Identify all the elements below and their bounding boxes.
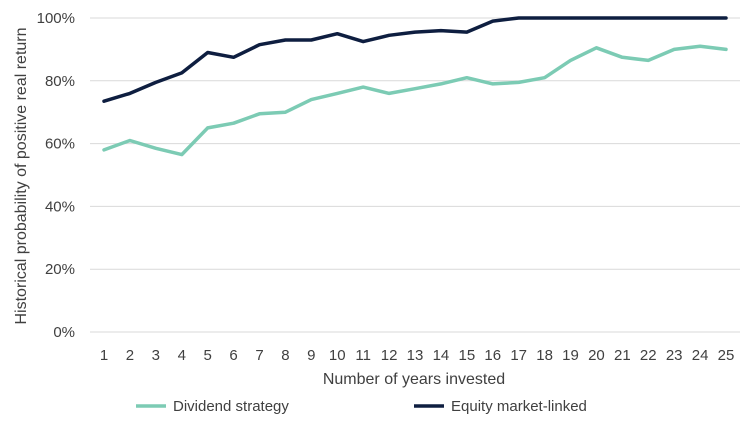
data-point (154, 81, 158, 84)
data-point (465, 30, 469, 34)
data-point (517, 16, 520, 20)
x-tick-label: 18 (536, 347, 553, 364)
data-point (284, 111, 287, 114)
x-tick-label: 21 (614, 347, 631, 364)
data-point (361, 40, 365, 43)
y-axis-label: Historical probability of positive real … (13, 27, 30, 324)
x-tick-label: 11 (355, 347, 371, 364)
series-lines (102, 16, 728, 157)
data-point (128, 139, 132, 142)
x-tick-label: 22 (640, 347, 657, 364)
data-point (543, 76, 546, 79)
legend: Dividend strategy Equity market-linked (136, 398, 587, 415)
data-point (413, 87, 417, 90)
data-point (180, 153, 183, 156)
data-point (569, 16, 572, 20)
y-tick-label: 0% (53, 324, 75, 341)
y-tick-label: 40% (45, 198, 75, 215)
data-point (206, 126, 209, 130)
data-point (232, 121, 235, 125)
data-point (698, 16, 702, 20)
x-tick-label: 19 (562, 347, 579, 364)
data-point (154, 147, 158, 150)
x-tick-label: 3 (152, 347, 160, 364)
x-tick-label: 24 (692, 347, 709, 364)
x-tick-label: 13 (407, 347, 424, 364)
data-point (724, 48, 728, 51)
data-point (595, 16, 598, 20)
series-0 (102, 44, 728, 157)
data-point (698, 45, 702, 48)
data-point (102, 100, 106, 103)
data-point (387, 34, 391, 37)
y-tick-label: 100% (37, 10, 75, 27)
data-point (310, 98, 313, 101)
data-point (569, 59, 572, 62)
x-tick-label: 1 (100, 347, 108, 364)
data-point (336, 92, 339, 95)
x-axis-label: Number of years invested (323, 371, 505, 388)
gridlines (90, 17, 740, 333)
data-point (102, 148, 106, 152)
data-point (439, 82, 443, 86)
x-tick-label: 20 (588, 347, 605, 364)
x-tick-label: 5 (203, 347, 211, 364)
data-point (647, 59, 650, 62)
x-tick-label: 16 (484, 347, 501, 364)
legend-item: Equity market-linked (414, 398, 587, 415)
data-point (336, 32, 339, 35)
x-axis-ticks: 1 2 3 4 5 6 7 8 9 10 11 12 13 14 15 16 17 18 19 20 21 22 23 24 2… (100, 347, 735, 364)
y-tick-label: 20% (45, 261, 75, 278)
x-tick-label: 25 (718, 347, 735, 364)
x-tick-label: 14 (433, 347, 450, 364)
data-point (413, 30, 417, 34)
y-tick-label: 80% (45, 73, 75, 90)
x-tick-label: 15 (458, 347, 475, 364)
x-tick-label: 12 (381, 347, 398, 364)
x-tick-label: 7 (255, 347, 263, 364)
x-tick-label: 8 (281, 347, 289, 364)
x-tick-label: 6 (229, 347, 237, 364)
x-tick-label: 17 (510, 347, 527, 364)
x-tick-label: 4 (178, 347, 186, 364)
data-point (465, 76, 469, 79)
x-tick-label: 23 (666, 347, 683, 364)
data-point (387, 92, 391, 95)
data-point (517, 81, 520, 84)
data-point (180, 71, 183, 75)
data-point (543, 16, 546, 20)
data-point (258, 43, 261, 46)
data-point (595, 46, 598, 50)
x-tick-label: 10 (329, 347, 346, 364)
data-point (672, 16, 676, 20)
data-point (361, 85, 365, 89)
series-1 (102, 16, 728, 103)
data-point (206, 51, 209, 54)
legend-label: Dividend strategy (173, 398, 289, 415)
legend-label: Equity market-linked (451, 398, 587, 415)
y-axis-ticks: 0% 20% 40% 60% 80% 100% (37, 10, 75, 341)
data-point (647, 16, 650, 20)
legend-item: Dividend strategy (136, 398, 289, 415)
data-point (232, 56, 235, 59)
data-point (491, 19, 494, 23)
data-point (284, 38, 287, 42)
data-point (621, 56, 624, 59)
data-point (439, 29, 443, 32)
x-tick-label: 2 (126, 347, 134, 364)
x-tick-label: 9 (307, 347, 315, 364)
data-point (491, 82, 494, 86)
data-point (724, 16, 728, 20)
data-point (672, 48, 676, 51)
y-tick-label: 60% (45, 136, 75, 153)
data-point (258, 112, 261, 115)
data-point (128, 92, 132, 95)
data-point (310, 38, 313, 42)
data-point (621, 16, 624, 20)
